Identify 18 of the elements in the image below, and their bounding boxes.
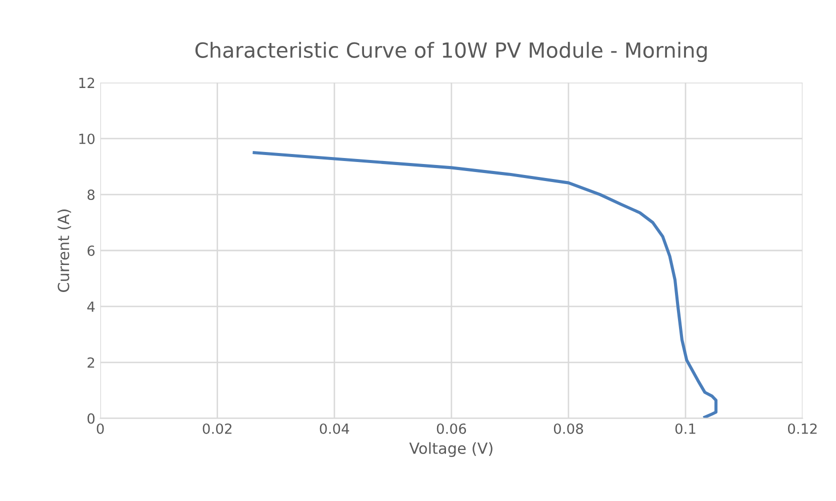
y-tick-label: 10 xyxy=(79,134,95,144)
x-tick-label: 0.1 xyxy=(675,423,696,434)
y-tick-label: 4 xyxy=(87,302,95,312)
y-tick-label: 6 xyxy=(88,245,95,256)
x-tick-label: 0.04 xyxy=(320,423,350,434)
x-axis-title: Voltage (V) xyxy=(409,442,492,457)
chart-title: Characteristic Curve of 10W PV Module - Morning xyxy=(195,42,707,62)
x-tick-label: 0.12 xyxy=(788,423,817,434)
y-tick-label: 2 xyxy=(88,357,94,368)
x-tick-label: 0 xyxy=(96,423,104,434)
x-tick-label: 0.02 xyxy=(202,423,232,434)
x-tick-label: 0.08 xyxy=(554,423,583,434)
y-tick-label: 8 xyxy=(88,190,95,200)
x-tick-label: 0.06 xyxy=(436,423,466,434)
y-tick-label: 12 xyxy=(79,78,94,88)
y-tick-label: 0 xyxy=(88,413,95,424)
y-axis-title: Current (A) xyxy=(57,210,72,292)
line-series xyxy=(252,151,718,418)
